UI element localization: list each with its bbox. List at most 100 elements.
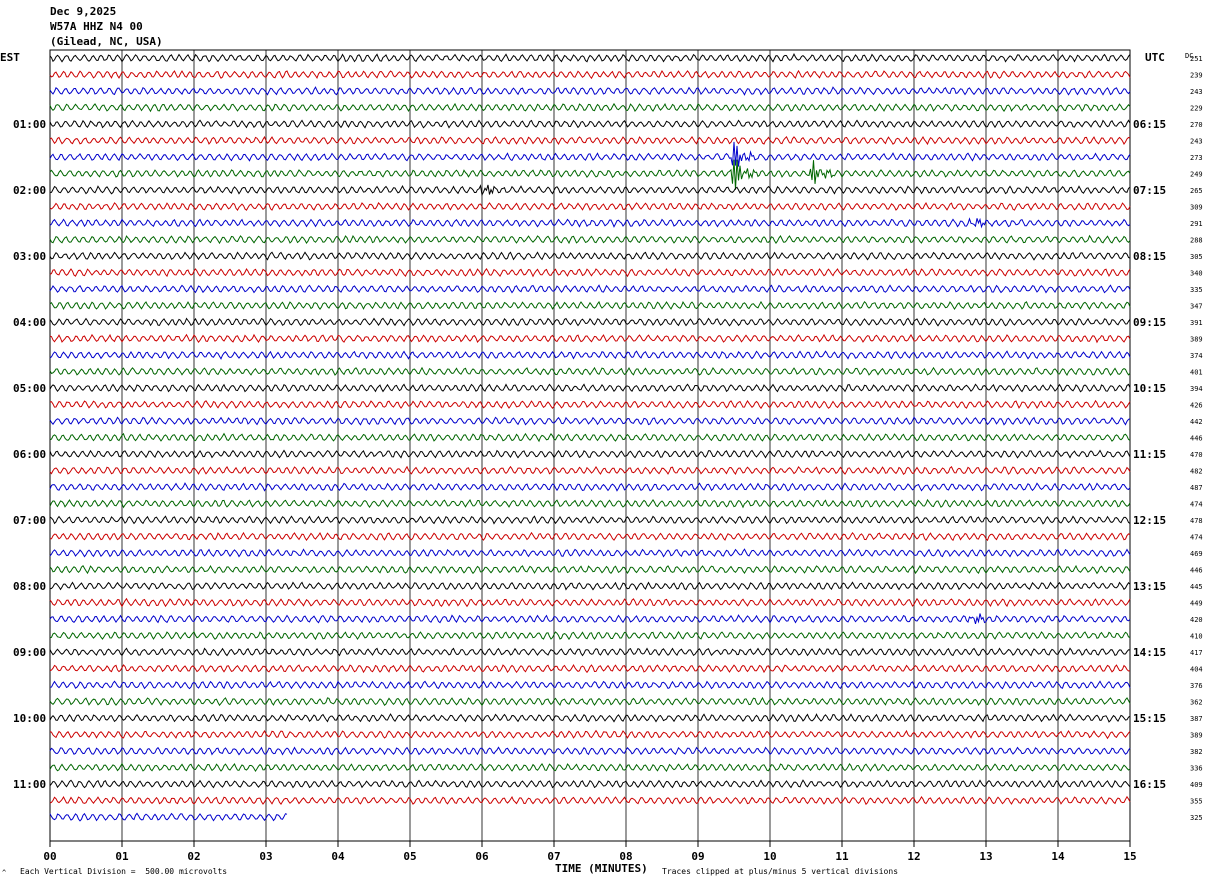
est-label-06:00: 06:00 [13, 448, 46, 461]
dc-value-16: 391 [1190, 319, 1203, 327]
trace-13 [49, 268, 1131, 278]
trace-28 [49, 515, 1131, 525]
est-label-08:00: 08:00 [13, 580, 46, 593]
x-tick-label-10: 10 [763, 850, 776, 863]
x-tick-label-02: 02 [187, 850, 200, 863]
utc-label-09:15: 09:15 [1133, 316, 1166, 329]
utc-label-06:15: 06:15 [1133, 118, 1166, 131]
trace-33 [49, 597, 1131, 608]
dc-value-5: 243 [1190, 138, 1203, 146]
trace-22 [49, 416, 1131, 426]
dc-value-27: 474 [1190, 501, 1203, 509]
dc-value-34: 420 [1190, 616, 1203, 624]
dc-value-15: 347 [1190, 303, 1203, 311]
x-tick-label-14: 14 [1051, 850, 1065, 863]
trace-34 [49, 613, 1131, 625]
trace-6 [49, 141, 1131, 167]
trace-46 [49, 812, 288, 822]
trace-25 [49, 465, 1131, 475]
footer-mark: ^ [2, 869, 7, 877]
trace-11 [49, 234, 1131, 245]
trace-2 [49, 86, 1131, 96]
trace-15 [49, 300, 1131, 311]
dc-value-20: 394 [1190, 385, 1203, 393]
dc-value-8: 265 [1190, 187, 1203, 195]
vertical-division-note: Each Vertical Division = 500.00 microvol… [20, 867, 228, 876]
trace-41 [49, 729, 1131, 740]
est-label-02:00: 02:00 [13, 184, 46, 197]
dc-value-17: 389 [1190, 336, 1203, 344]
x-tick-label-05: 05 [403, 850, 416, 863]
est-label-01:00: 01:00 [13, 118, 46, 131]
utc-label-07:15: 07:15 [1133, 184, 1166, 197]
trace-10 [49, 217, 1131, 229]
utc-label-10:15: 10:15 [1133, 382, 1166, 395]
dc-value-30: 469 [1190, 550, 1203, 558]
trace-26 [49, 482, 1131, 492]
dc-value-36: 417 [1190, 649, 1203, 657]
x-tick-label-15: 15 [1123, 850, 1136, 863]
trace-16 [49, 317, 1131, 327]
dc-value-41: 389 [1190, 732, 1203, 740]
est-label-09:00: 09:00 [13, 646, 46, 659]
trace-4 [49, 119, 1131, 129]
x-axis-ticks: 00 01 02 03 04 05 06 07 08 09 10 11 12 13 14 15 [43, 841, 1137, 863]
x-tick-label-07: 07 [547, 850, 560, 863]
trace-8 [50, 184, 1131, 197]
trace-42 [49, 746, 1131, 756]
trace-32 [49, 581, 1131, 591]
dc-value-28: 478 [1190, 517, 1203, 525]
utc-label-11:15: 11:15 [1133, 448, 1166, 461]
dc-value-38: 376 [1190, 682, 1203, 690]
trace-36 [49, 647, 1131, 657]
x-tick-label-06: 06 [475, 850, 489, 863]
dc-value-10: 291 [1190, 220, 1203, 228]
trace-27 [49, 498, 1131, 509]
x-tick-label-09: 09 [691, 850, 704, 863]
trace-38 [49, 680, 1131, 690]
trace-40 [49, 713, 1131, 723]
dc-value-22: 442 [1190, 418, 1203, 426]
trace-18 [49, 350, 1131, 360]
chart-header: Dec 9,2025 W57A HHZ N4 00 (Gilead, NC, U… [50, 4, 163, 49]
trace-45 [49, 795, 1131, 806]
trace-35 [49, 630, 1131, 641]
x-tick-label-12: 12 [907, 850, 920, 863]
x-tick-label-08: 08 [619, 850, 632, 863]
utc-label-12:15: 12:15 [1133, 514, 1166, 527]
dc-value-35: 410 [1190, 633, 1203, 641]
x-tick-label-04: 04 [331, 850, 345, 863]
utc-label-13:15: 13:15 [1133, 580, 1166, 593]
dc-value-26: 487 [1190, 484, 1203, 492]
x-tick-label-01: 01 [115, 850, 129, 863]
trace-39 [49, 696, 1131, 707]
dc-value-32: 445 [1190, 583, 1203, 591]
trace-1 [49, 69, 1131, 80]
chart-date: Dec 9,2025 [50, 5, 117, 18]
dc-value-14: 335 [1190, 286, 1203, 294]
trace-3 [49, 102, 1131, 113]
trace-14 [49, 284, 1131, 294]
chart-location: (Gilead, NC, USA) [50, 35, 163, 48]
trace-29 [50, 531, 1131, 542]
utc-label-08:15: 08:15 [1133, 250, 1166, 263]
trace-5 [49, 135, 1131, 146]
trace-7 [49, 159, 1131, 190]
dc-value-37: 404 [1190, 666, 1203, 674]
x-tick-label-00: 00 [43, 850, 56, 863]
dc-value-13: 340 [1190, 270, 1203, 278]
est-label-11:00: 11:00 [13, 778, 46, 791]
dc-value-9: 309 [1190, 204, 1203, 212]
trace-23 [49, 432, 1131, 443]
dc-value-44: 409 [1190, 781, 1203, 789]
utc-label-14:15: 14:15 [1133, 646, 1166, 659]
est-label-03:00: 03:00 [13, 250, 46, 263]
utc-label-16:15: 16:15 [1133, 778, 1166, 791]
trace-21 [49, 399, 1131, 410]
est-labels: 01:00 02:00 03:00 04:00 05:00 06:00 07:00 08:00… [13, 118, 46, 791]
dc-value-4: 270 [1190, 121, 1203, 129]
x-axis-title: TIME (MINUTES) [555, 862, 648, 875]
est-label-04:00: 04:00 [13, 316, 46, 329]
dc-value-12: 305 [1190, 253, 1203, 261]
